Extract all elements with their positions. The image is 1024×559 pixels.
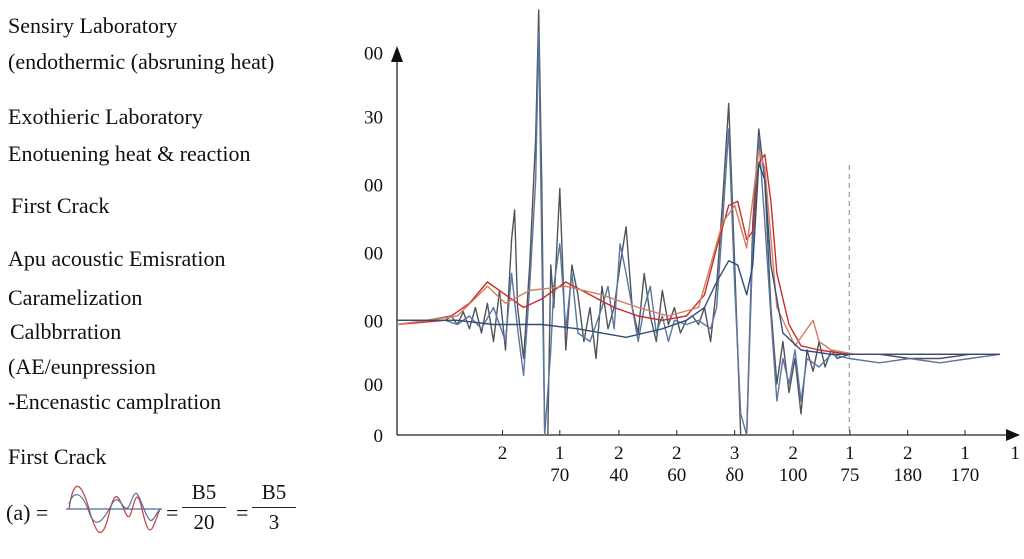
x-tick-label-bottom: 170 xyxy=(951,465,980,486)
x-tick-label-top: 1 xyxy=(845,443,855,464)
x-tick-label-top: 2 xyxy=(788,443,798,464)
y-tick-label: 00 xyxy=(364,175,383,196)
x-tick-label-top: 2 xyxy=(614,443,624,464)
x-tick-label-top: 2 xyxy=(498,443,508,464)
legend-label: Calbbrration xyxy=(10,319,122,344)
formula-eq: = xyxy=(166,500,179,525)
x-tick-label-bottom: 75 xyxy=(840,465,859,486)
series-line-darkblue-smooth xyxy=(397,162,1000,355)
legend-label: Exothieric Laboratory xyxy=(8,104,203,129)
legend-label: Sensiry Laboratory xyxy=(8,13,178,38)
legend-label: First Crack xyxy=(8,444,107,469)
x-tick-label-bottom: 100 xyxy=(779,465,808,486)
legend-label: (endothermic (absruning heat) xyxy=(8,49,275,74)
series-line-gray-spiky xyxy=(397,9,1000,436)
x-axis-arrow-icon xyxy=(1006,429,1020,441)
y-axis-arrow-icon xyxy=(391,46,403,62)
x-tick-label-bottom: 60 xyxy=(667,465,686,486)
x-tick-label-top: 1 xyxy=(960,443,970,464)
legend-label: Caramelization xyxy=(8,285,143,310)
numerator: B5 xyxy=(261,480,287,504)
legend-label: Apu acoustic Emisration xyxy=(8,246,226,271)
legend-label: (AE/eunpression xyxy=(8,354,156,379)
formula-lhs: (a) = xyxy=(6,500,49,525)
fraction: B5 3 xyxy=(252,480,296,535)
fraction: B5 20 xyxy=(182,480,226,535)
series-line-red-smooth xyxy=(396,153,1000,355)
y-tick-label: 0 xyxy=(374,426,384,447)
x-tick-label-bottom: 70 xyxy=(550,465,569,486)
legend-label: First Crack xyxy=(11,193,110,218)
x-tick-label-top: 3 xyxy=(730,443,740,464)
numerator: B5 xyxy=(191,480,217,504)
denominator: 20 xyxy=(193,510,215,534)
x-tick-label-top: 2 xyxy=(903,443,913,464)
x-tick-label-bottom: 180 xyxy=(893,465,922,486)
x-tick-label-top: 1 xyxy=(1010,443,1020,464)
formula-eq: = xyxy=(236,500,249,525)
x-tick-label-top: 1 xyxy=(555,443,565,464)
x-tick-label-bottom: δ0 xyxy=(725,465,743,486)
denominator: 3 xyxy=(268,510,280,534)
y-tick-label: 00 xyxy=(364,243,383,264)
y-tick-label: 00 xyxy=(364,311,383,332)
x-tick-label-bottom: 40 xyxy=(609,465,628,486)
legend-label: Enotuening heat & reaction xyxy=(8,141,251,166)
series-line-orange-thin xyxy=(396,149,1000,355)
mini-waveform-icon xyxy=(66,485,162,534)
y-tick-label: 00 xyxy=(364,375,383,396)
x-tick-label-top: 2 xyxy=(672,443,682,464)
y-tick-label: 30 xyxy=(364,107,383,128)
legend-label: -Encenastic camplration xyxy=(8,389,222,414)
y-tick-label: 00 xyxy=(364,44,383,65)
series-line-blue-spiky xyxy=(397,30,1001,436)
